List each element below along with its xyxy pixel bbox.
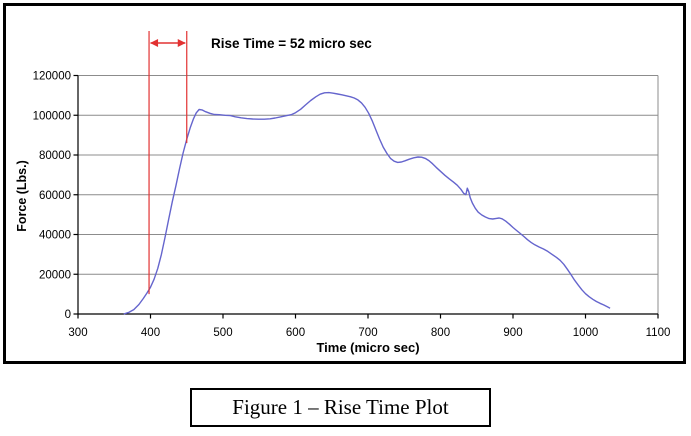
x-tick-label: 1100 bbox=[646, 327, 671, 339]
x-tick-label: 700 bbox=[358, 327, 377, 339]
y-tick-label: 20000 bbox=[39, 269, 71, 281]
x-tick-label: 600 bbox=[286, 327, 305, 339]
figure-caption-text: Figure 1 – Rise Time Plot bbox=[232, 395, 449, 419]
rise-time-arrowhead-right bbox=[177, 39, 186, 47]
figure-frame bbox=[3, 3, 686, 364]
rise-time-annotation-label: Rise Time = 52 micro sec bbox=[211, 36, 372, 51]
force-curve bbox=[123, 91, 611, 315]
y-tick-label: 0 bbox=[65, 309, 71, 321]
y-tick-label: 100000 bbox=[33, 110, 71, 122]
x-tick-label: 400 bbox=[141, 327, 160, 339]
y-tick-label: 120000 bbox=[33, 71, 71, 83]
y-axis-title: Force (Lbs.) bbox=[15, 160, 29, 232]
x-tick-label: 800 bbox=[431, 327, 450, 339]
x-axis-title: Time (micro sec) bbox=[316, 340, 420, 355]
x-tick-label: 300 bbox=[68, 327, 87, 339]
x-tick-label: 1000 bbox=[573, 327, 599, 339]
y-tick-label: 60000 bbox=[39, 190, 71, 202]
x-tick-label: 500 bbox=[213, 327, 232, 339]
x-tick-label: 900 bbox=[503, 327, 522, 339]
rise-time-arrowhead-left bbox=[150, 39, 159, 47]
y-tick-label: 40000 bbox=[39, 230, 71, 242]
y-tick-label: 80000 bbox=[39, 150, 71, 162]
figure-caption-box: Figure 1 – Rise Time Plot bbox=[190, 388, 491, 427]
